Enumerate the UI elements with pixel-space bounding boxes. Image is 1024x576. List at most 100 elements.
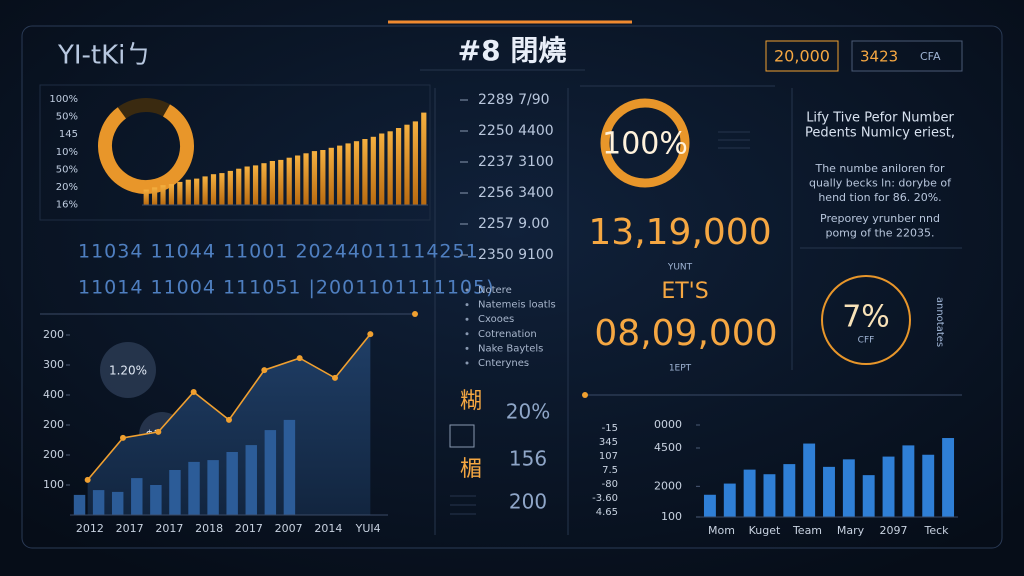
x-tick-label: 2018 <box>195 522 223 535</box>
bullet-text: Cnterynes <box>478 358 529 369</box>
bar <box>370 136 376 205</box>
bar <box>723 483 736 517</box>
bar <box>404 124 410 205</box>
list-number: 2257 9.00 <box>478 216 549 232</box>
x-tick-label: 2012 <box>76 522 104 535</box>
frame <box>21 25 1003 549</box>
bar <box>345 143 351 205</box>
box-label: CFA <box>920 50 941 63</box>
bullet-text: Nake Baytels <box>478 343 543 354</box>
bullet-text: Notere <box>478 285 512 296</box>
bar <box>882 456 895 517</box>
y-tick-label: 0000 <box>654 418 682 431</box>
bar <box>283 419 296 515</box>
ring <box>98 98 194 194</box>
number-list: 2289 7/90 2250 4400 2237 3100 2256 3400 2257… <box>460 92 554 263</box>
bullet-text: Cotrenation <box>478 329 537 340</box>
bar <box>269 161 275 205</box>
bar <box>395 128 402 205</box>
point <box>367 331 374 338</box>
body-text: qually becks ln: dorybe of <box>809 177 952 190</box>
bullet <box>465 346 469 350</box>
bar <box>131 478 143 515</box>
list-number: 2256 3400 <box>478 185 554 201</box>
bar <box>143 189 149 205</box>
point <box>84 476 91 483</box>
bar <box>803 443 816 517</box>
bar <box>387 131 393 205</box>
y-tick-label: 4500 <box>654 441 682 454</box>
bullet <box>465 288 469 292</box>
scale-label: 50% <box>56 164 78 175</box>
x-tick-label: 2014 <box>314 522 342 535</box>
bar <box>202 176 208 205</box>
bar <box>92 490 105 515</box>
bar <box>185 179 191 205</box>
x-tick-label: 2007 <box>275 522 303 535</box>
bullet-list: Notere Natemeis loatls Cxooes Cotrenation Na… <box>465 285 556 369</box>
small-number: -15 <box>602 423 618 434</box>
big-number: 08,09,000 <box>594 313 777 354</box>
y-tick-label: 300 <box>43 358 64 371</box>
scale-label: 100% <box>49 94 78 105</box>
point <box>226 416 232 423</box>
ring-value: 100% <box>602 127 688 162</box>
point <box>120 434 126 441</box>
point <box>332 374 338 381</box>
small-number: 4.65 <box>596 507 618 518</box>
x-tick-label: Team <box>792 524 822 537</box>
glyph: 糊 <box>460 389 482 414</box>
scale-label: 20% <box>56 182 78 193</box>
bar <box>188 461 200 515</box>
title: #8 閉燒 <box>458 34 567 67</box>
list-number: 2250 4400 <box>478 123 554 139</box>
bar <box>412 121 418 205</box>
bar <box>337 145 343 205</box>
bar <box>227 170 233 205</box>
bar <box>743 469 756 517</box>
body-text: pomg of the 22035. <box>825 226 934 239</box>
bar <box>264 430 277 515</box>
bar <box>783 464 796 517</box>
panel <box>39 84 431 221</box>
gauge <box>821 275 911 365</box>
x-tick-label: 2017 <box>116 522 144 535</box>
caption: YUNT <box>667 263 693 273</box>
bullet <box>465 361 469 365</box>
bar <box>168 184 175 205</box>
bar <box>236 168 242 205</box>
vertical-label: annotates <box>934 297 945 347</box>
annotation: 1.20% <box>109 364 147 378</box>
gauge-caption: CFF <box>858 336 875 346</box>
bar <box>320 150 326 205</box>
bar <box>261 163 267 205</box>
bar <box>210 174 217 205</box>
scale-label: 145 <box>59 129 78 140</box>
glyph: 楣 <box>460 457 482 482</box>
list-number: 2350 9100 <box>478 247 554 263</box>
y-tick-label: 2000 <box>654 479 682 492</box>
bar <box>244 166 250 205</box>
code-row: 11014 11004 111051 |2001101111105) <box>78 277 495 299</box>
small-number: -80 <box>602 479 618 490</box>
bubble <box>100 342 156 398</box>
body-text: hend tion for 86. 20%. <box>818 191 941 204</box>
bar <box>842 459 855 517</box>
code-row: 11034 11044 11001 20244011114251 <box>78 241 479 263</box>
point <box>261 367 268 374</box>
small-number: 107 <box>599 451 618 462</box>
bullet-text: Cxooes <box>478 314 514 325</box>
y-tick-label: 200 <box>43 418 64 431</box>
caption: ET'S <box>661 279 708 304</box>
x-tick-label: YUI4 <box>355 522 381 535</box>
small-number: -3.60 <box>592 493 618 504</box>
bar <box>252 165 259 205</box>
ring <box>600 98 690 188</box>
bar <box>278 159 284 205</box>
bar <box>379 133 385 205</box>
body-text: The numbe aniloren for <box>814 162 945 175</box>
small-number: 345 <box>599 437 618 448</box>
node <box>412 311 418 317</box>
